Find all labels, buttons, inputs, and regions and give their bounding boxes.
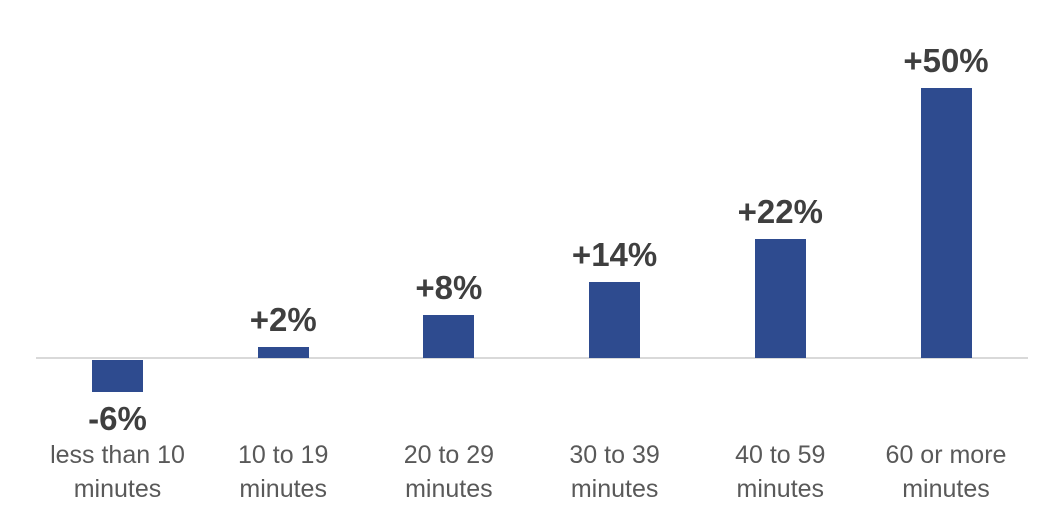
category-label-line: 30 to 39 (569, 441, 660, 469)
category-label: 40 to 59 minutes (690, 438, 870, 506)
category-label-line: minutes (405, 475, 493, 503)
category-label: 60 or more minutes (856, 438, 1036, 506)
category-label: less than 10 minutes (28, 438, 208, 506)
category-label-line: minutes (902, 475, 990, 503)
data-label: +8% (415, 269, 483, 306)
category-label: 30 to 39 minutes (525, 438, 705, 506)
category-label-line: 20 to 29 (403, 441, 495, 469)
category-label-line: minutes (73, 475, 162, 503)
category-label-line: minutes (736, 475, 825, 503)
category-label-line: 10 to 19 (238, 441, 329, 469)
category-label: 10 to 19 minutes (193, 438, 373, 506)
bar (754, 239, 806, 358)
category-label-line: minutes (570, 475, 659, 503)
category-label: 20 to 29 minutes (359, 438, 539, 506)
bar (257, 347, 309, 358)
category-label-line: minutes (239, 475, 327, 503)
data-label: +14% (571, 236, 658, 273)
category-label-line: 40 to 59 (735, 441, 826, 469)
data-label: +22% (737, 193, 823, 230)
x-axis-line (36, 357, 1028, 359)
bar (920, 88, 972, 358)
category-label-line: less than 10 (50, 441, 185, 469)
bar (92, 360, 143, 392)
bar (589, 282, 641, 358)
category-label-line: 60 or more (885, 441, 1007, 469)
data-label: -6% (88, 400, 147, 437)
bar (423, 315, 475, 358)
data-label: +50% (903, 42, 989, 79)
data-label: +2% (249, 301, 317, 338)
